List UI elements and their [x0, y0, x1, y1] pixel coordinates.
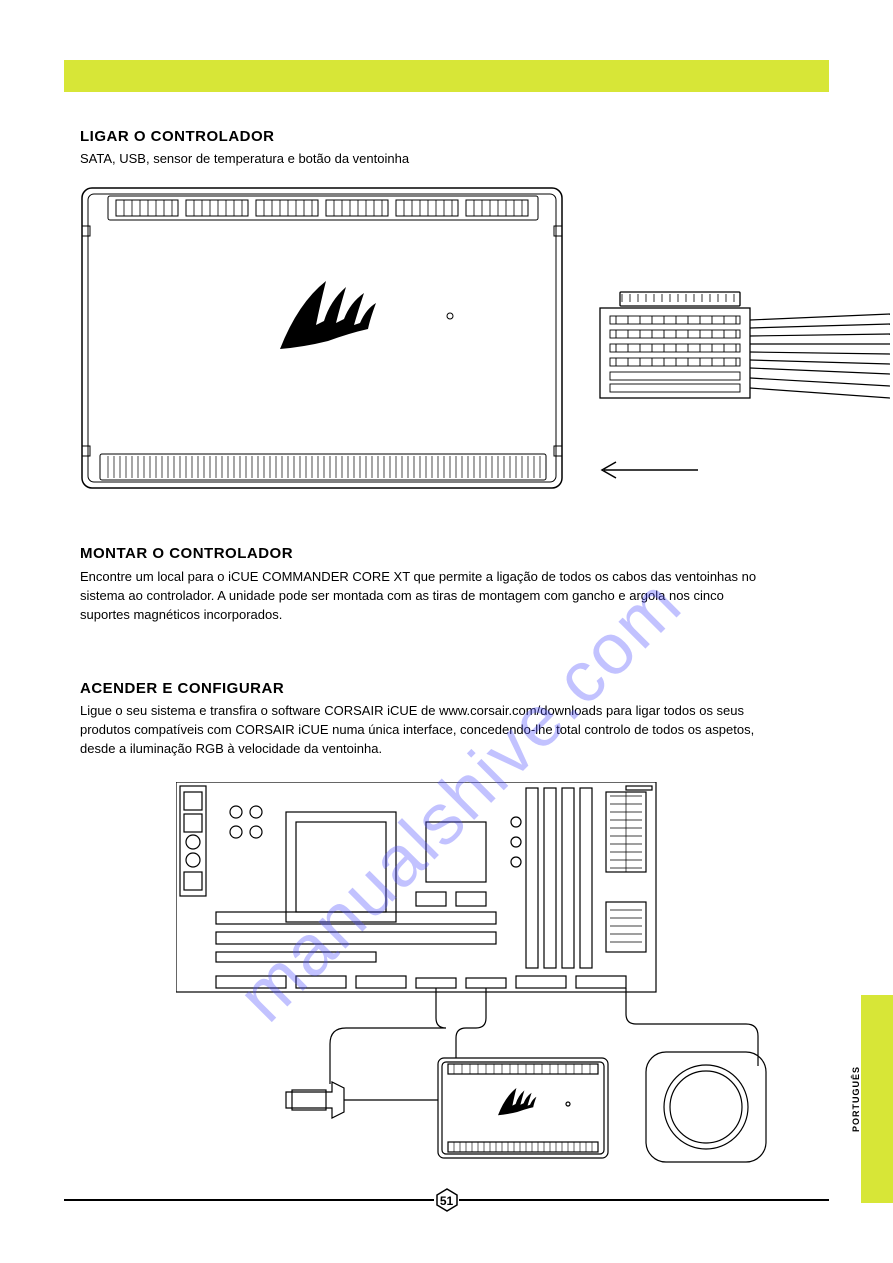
- motherboard-diagram: [176, 782, 816, 1177]
- insert-direction-arrow-icon: [598, 460, 698, 480]
- section-desc-3: Ligue o seu sistema e transfira o softwa…: [80, 702, 760, 759]
- section-title-2: MONTAR O CONTROLADOR: [80, 545, 293, 562]
- section-title-1: LIGAR O CONTROLADOR: [80, 128, 275, 145]
- section-desc-2: Encontre um local para o iCUE COMMANDER …: [80, 568, 760, 625]
- section-desc-1: SATA, USB, sensor de temperatura e botão…: [80, 150, 409, 168]
- controller-diagram: [80, 186, 564, 495]
- language-tab-label: PORTUGUÊS: [851, 1066, 861, 1132]
- page-number: 51: [440, 1194, 453, 1208]
- cable-connector-diagram: [590, 290, 890, 435]
- section-title-3: ACENDER E CONFIGURAR: [80, 680, 284, 697]
- page-footer-divider: 51: [64, 1198, 829, 1201]
- accent-band-side: PORTUGUÊS: [861, 995, 893, 1203]
- corsair-logo-icon: [280, 281, 376, 349]
- accent-band-top: [64, 60, 829, 92]
